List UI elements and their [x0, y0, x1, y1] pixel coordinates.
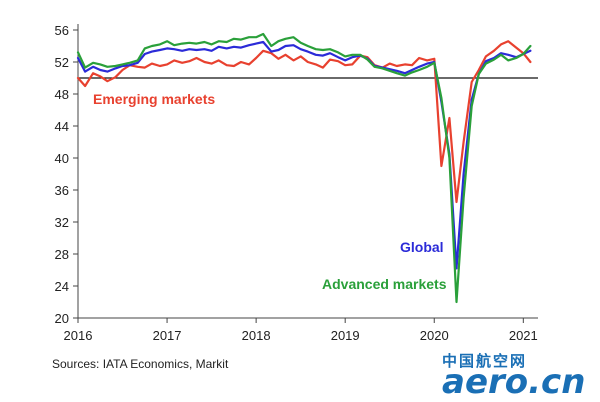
series-line-advanced-markets [76, 32, 532, 304]
x-tick-label: 2017 [153, 328, 182, 343]
y-tick-label: 52 [55, 55, 69, 70]
x-tick-label: 2020 [420, 328, 449, 343]
y-axis: 20 24 28 32 36 40 44 48 52 56 [55, 23, 79, 326]
x-tick-label: 2021 [509, 328, 538, 343]
y-tick-label: 20 [55, 311, 69, 326]
watermark-cn: 中国航空网 [442, 352, 528, 370]
y-tick-label: 28 [55, 247, 69, 262]
x-tick-label: 2018 [242, 328, 271, 343]
x-tick-label: 2016 [64, 328, 93, 343]
label-global: Global [400, 239, 444, 255]
series-line-global [76, 40, 532, 270]
y-tick-label: 48 [55, 87, 69, 102]
watermark-logo: aero.cn [442, 362, 586, 402]
y-tick-label: 24 [55, 279, 69, 294]
label-advanced-markets: Advanced markets [322, 276, 447, 292]
y-tick-label: 44 [55, 119, 69, 134]
series-line-emerging-markets [76, 40, 532, 204]
x-tick-label: 2019 [331, 328, 360, 343]
y-tick-label: 40 [55, 151, 69, 166]
y-tick-label: 32 [55, 215, 69, 230]
x-axis: 2016 2017 2018 2019 2020 2021 [64, 317, 538, 343]
series-labels: Emerging markets Global Advanced markets [93, 91, 447, 292]
source-note: Sources: IATA Economics, Markit [52, 357, 229, 371]
series-lines [76, 32, 532, 304]
y-tick-label: 36 [55, 183, 69, 198]
label-emerging-markets: Emerging markets [93, 91, 215, 107]
y-tick-label: 56 [55, 23, 69, 38]
